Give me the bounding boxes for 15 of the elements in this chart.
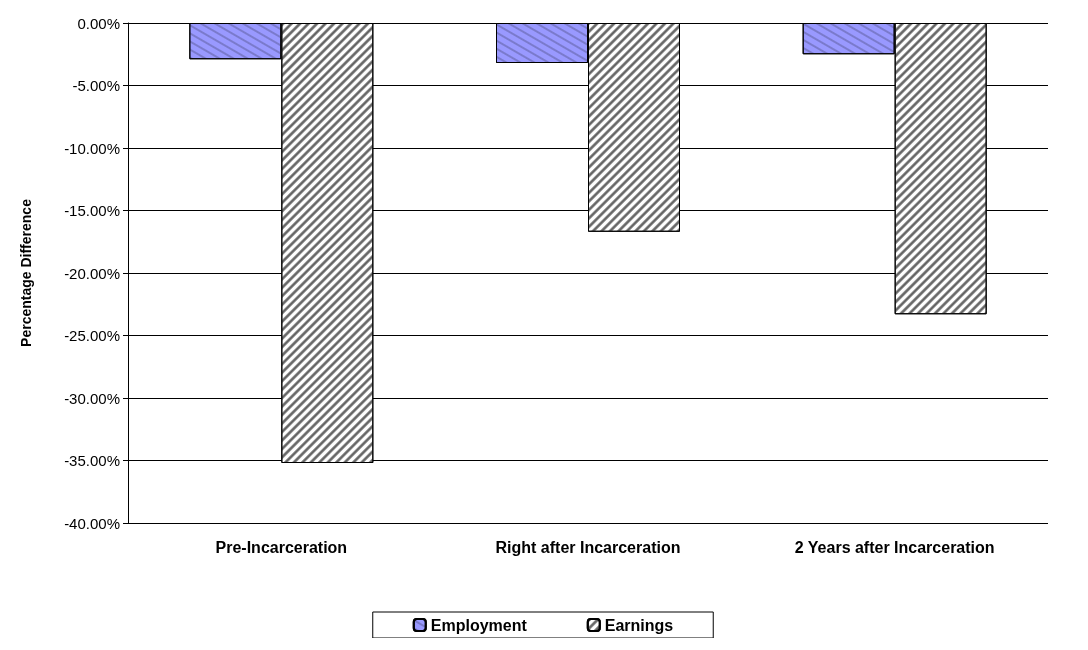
y-tick-label: -35.00%: [64, 452, 120, 469]
legend-label: Employment: [430, 616, 528, 634]
legend-label: Earnings: [604, 616, 674, 634]
y-tick-label: -20.00%: [64, 264, 120, 282]
y-tick-label: -10.00%: [64, 139, 120, 157]
y-tick-label: -40.00%: [64, 514, 120, 532]
y-tick-label: -15.00%: [64, 202, 120, 219]
x-tick-label: Pre-Incarceration: [215, 538, 348, 556]
y-tick-label: -5.00%: [72, 77, 120, 94]
y-tick-label: 0.00%: [77, 14, 120, 32]
y-axis-title: Percentage Difference: [18, 198, 34, 347]
y-tick-label: -30.00%: [64, 389, 120, 407]
x-tick-label: Right after Incarceration: [495, 538, 681, 556]
x-tick-label: 2 Years after Incarceration: [794, 538, 995, 556]
y-tick-label: -25.00%: [64, 327, 120, 344]
